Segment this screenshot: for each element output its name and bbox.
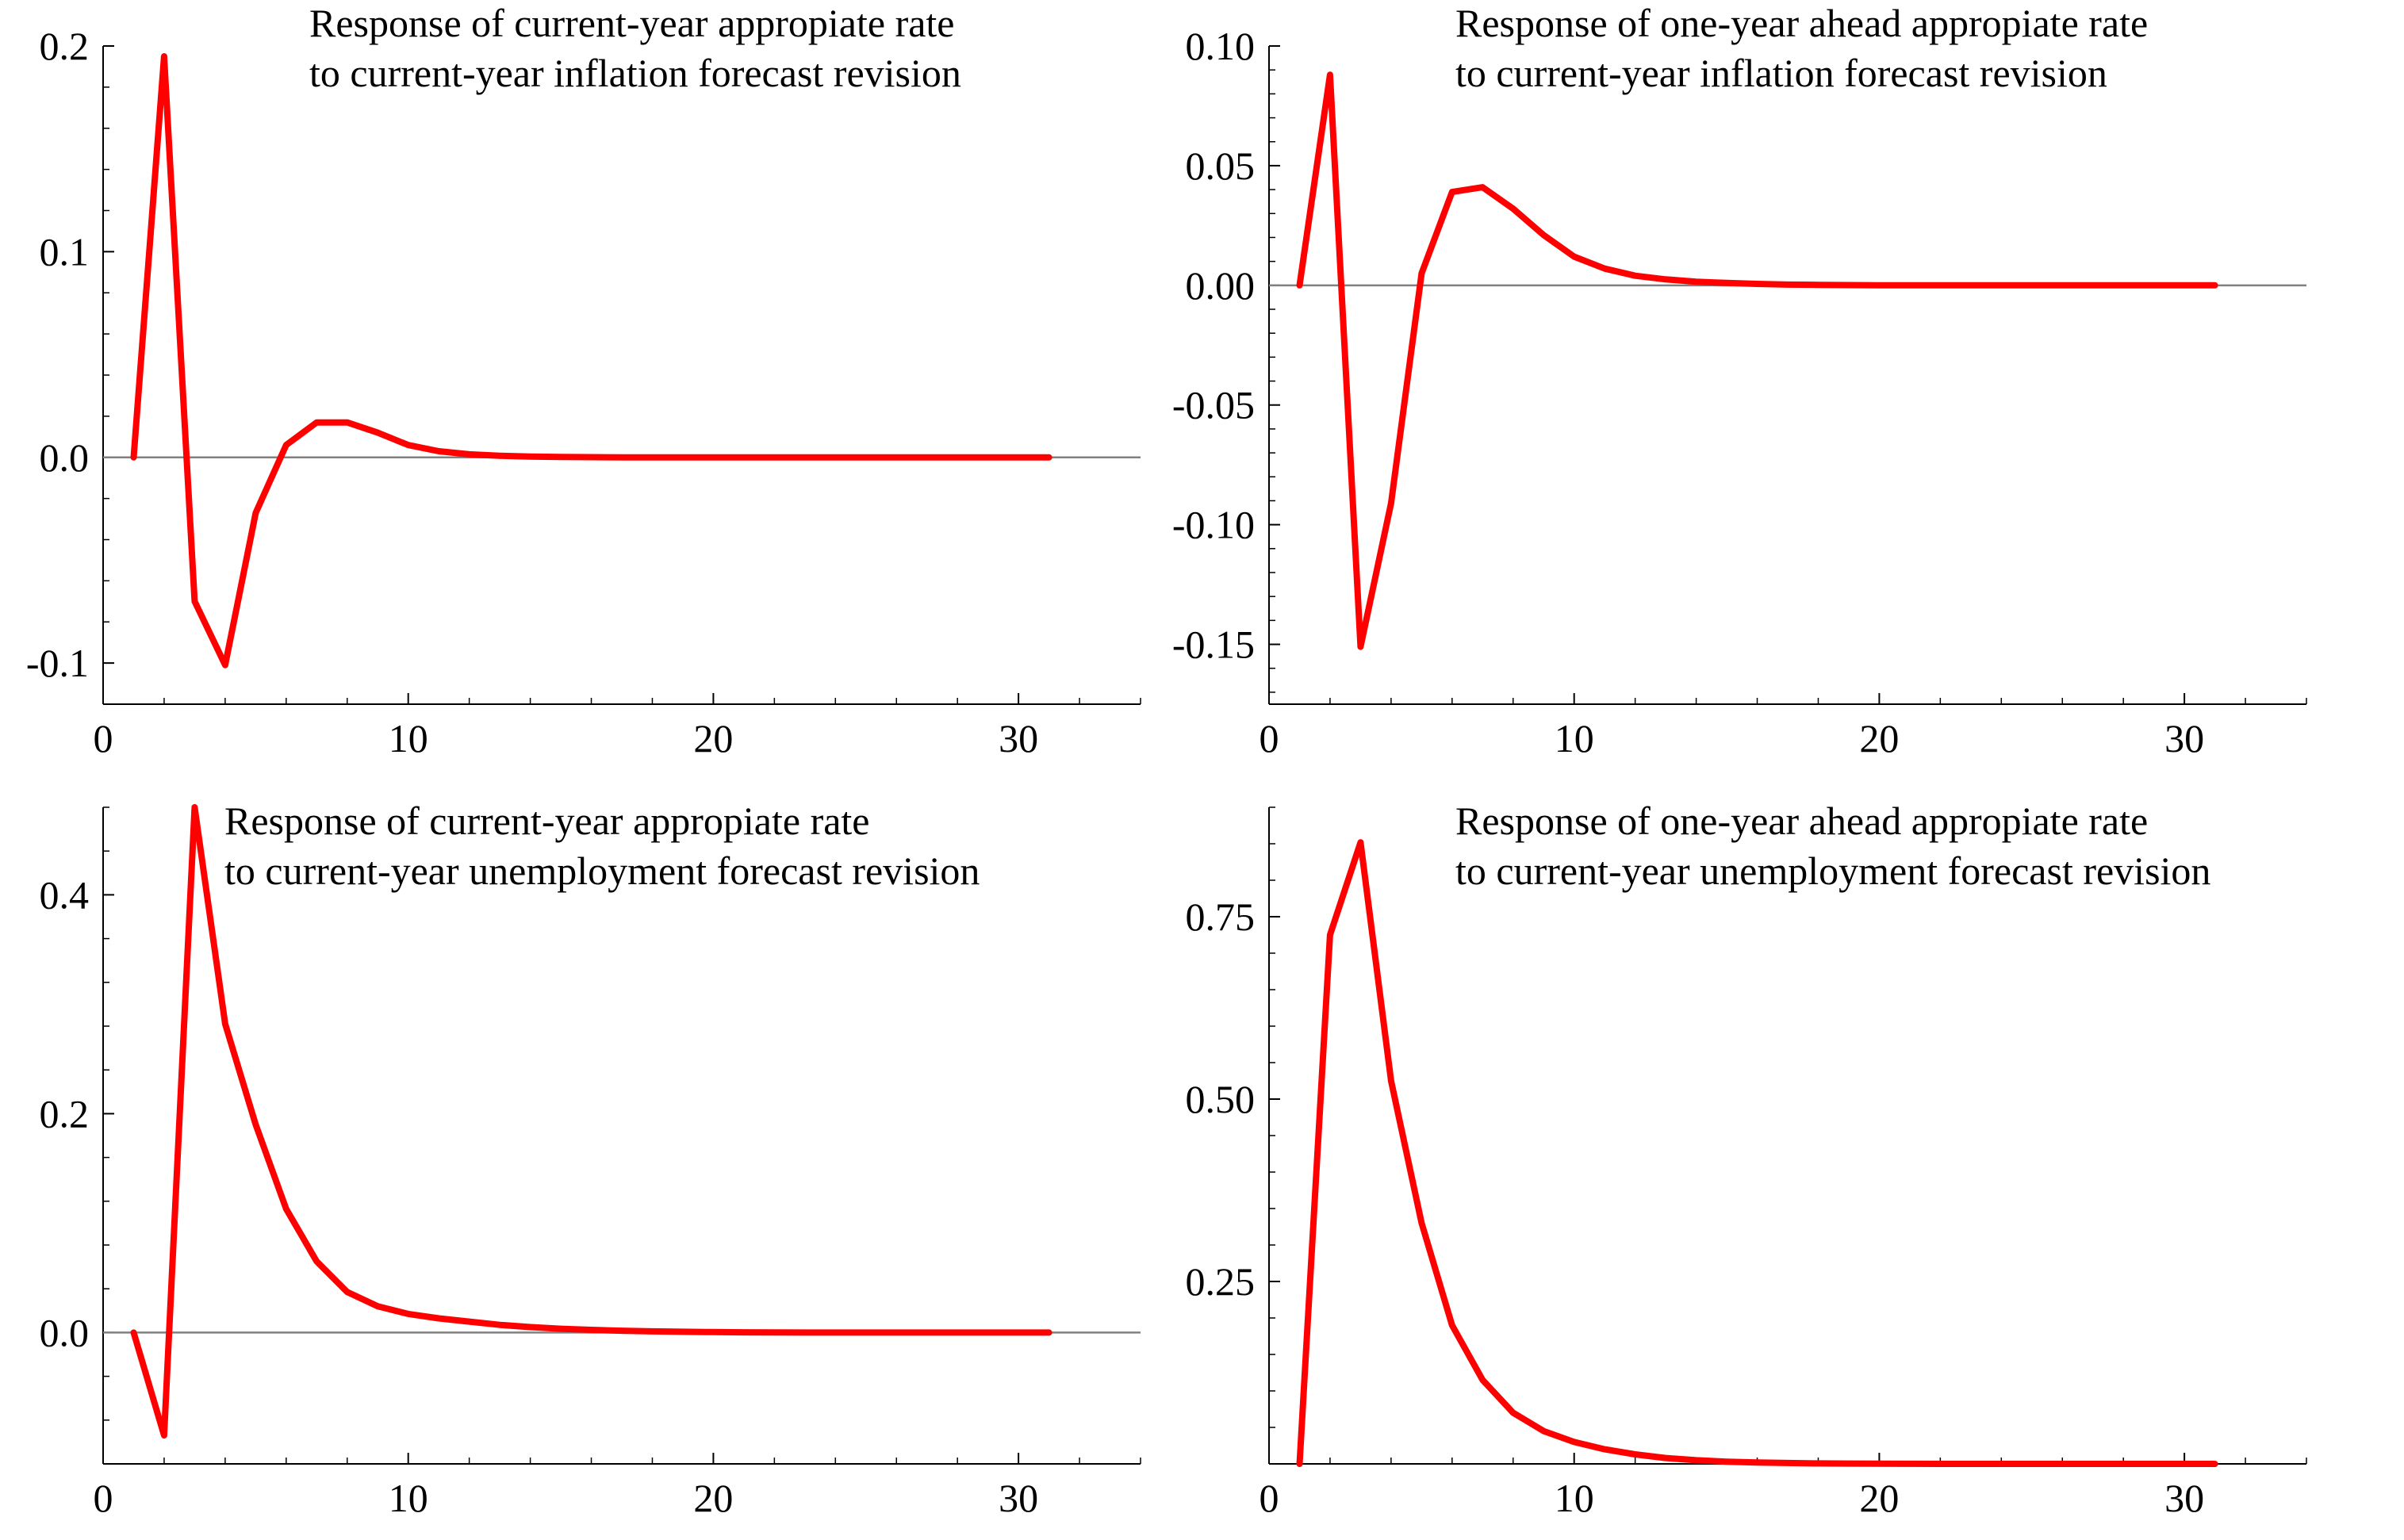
x-tick-label: 20: [693, 1476, 733, 1520]
series-line-response: [1296, 71, 2218, 650]
chart-panel-2: 0 10 20 30 -0.15 -0.10 -0.05 0.00 0.05 0.10 Respon…: [1172, 1, 2307, 760]
x-tick-label: 20: [693, 716, 733, 760]
chart-panel-3: 0 10 20 30 0.0 0.2 0.4 Response of current-year…: [40, 799, 1141, 1520]
x-tick-label: 0: [94, 716, 113, 760]
chart-title-line: to current-year inflation forecast revis…: [309, 51, 961, 95]
x-tick-label: 20: [1859, 716, 1899, 760]
chart-panel-1: 0 10 20 30 -0.1 0.0 0.1 0.2 Response of current-…: [26, 1, 1141, 760]
y-tick-label: 0.05: [1186, 144, 1256, 188]
chart-title-line: to current-year inflation forecast revis…: [1455, 51, 2107, 95]
x-tick-label: 10: [1555, 716, 1594, 760]
chart-title-line: Response of one-year ahead appropiate ra…: [1455, 799, 2148, 843]
x-tick-label: 0: [1260, 716, 1279, 760]
y-tick-label: -0.15: [1172, 623, 1255, 667]
y-tick-label: -0.10: [1172, 503, 1255, 547]
x-tick-label: 30: [999, 1476, 1038, 1520]
series-line-response: [1296, 839, 2218, 1467]
series-line-response: [130, 53, 1052, 668]
x-tick-label: 10: [389, 716, 428, 760]
x-tick-label: 30: [2164, 1476, 2204, 1520]
x-tick-label: 10: [1555, 1476, 1594, 1520]
chart-title-line: to current-year unemployment forecast re…: [1455, 849, 2210, 893]
y-tick-label: 0.0: [40, 435, 90, 480]
y-tick-label: 0.2: [40, 24, 90, 68]
x-tick-label: 10: [389, 1476, 428, 1520]
y-tick-label: 0.50: [1186, 1077, 1256, 1121]
y-tick-label: 0.4: [40, 872, 90, 917]
y-tick-label: -0.1: [26, 641, 89, 685]
x-tick-label: 0: [1260, 1476, 1279, 1520]
x-tick-label: 0: [94, 1476, 113, 1520]
y-tick-label: 0.0: [40, 1310, 90, 1354]
y-tick-label: 0.25: [1186, 1259, 1256, 1304]
y-tick-label: 0.1: [40, 229, 90, 274]
series-line-response: [130, 804, 1052, 1439]
y-tick-label: -0.05: [1172, 383, 1255, 427]
y-tick-label: 0.10: [1186, 24, 1256, 68]
x-tick-label: 20: [1859, 1476, 1899, 1520]
x-tick-label: 30: [2164, 716, 2204, 760]
chart-title-line: to current-year unemployment forecast re…: [224, 849, 980, 893]
chart-panel-4: 0 10 20 30 0.25 0.50 0.75 Response of one-year …: [1186, 799, 2307, 1520]
y-tick-label: 0.75: [1186, 895, 1256, 939]
chart-title-line: Response of one-year ahead appropiate ra…: [1455, 1, 2148, 45]
x-tick-label: 30: [999, 716, 1038, 760]
chart-title-line: Response of current-year appropiate rate: [224, 799, 870, 843]
y-tick-label: 0.00: [1186, 263, 1256, 308]
chart-title-line: Response of current-year appropiate rate: [309, 1, 955, 45]
y-tick-label: 0.2: [40, 1091, 90, 1136]
